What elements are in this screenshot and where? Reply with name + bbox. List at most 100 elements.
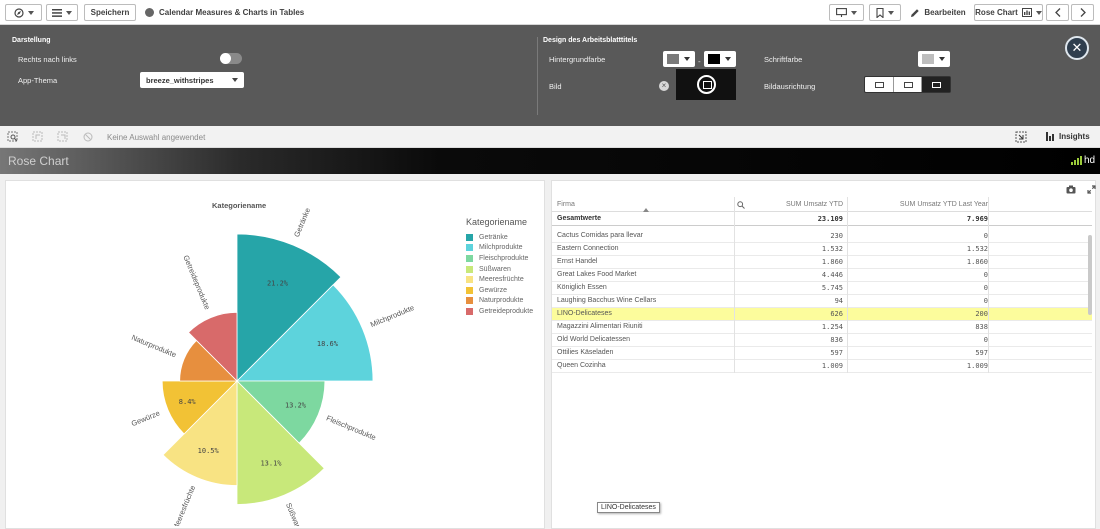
edit-button[interactable]: Bearbeiten	[905, 4, 971, 21]
table-cell: Great Lakes Food Market	[557, 271, 637, 278]
table-cell: 1.532	[821, 245, 843, 253]
table-row[interactable]: Great Lakes Food Market 4.446 0	[552, 269, 1092, 282]
table-cell: 1.860	[821, 258, 843, 266]
clear-image-icon[interactable]: ×	[659, 81, 669, 91]
column-divider[interactable]	[847, 197, 848, 373]
table-cell: 0	[983, 271, 988, 279]
rose-slice-1[interactable]	[236, 233, 342, 382]
legend-swatch	[466, 265, 473, 273]
table-cell: 0	[983, 336, 988, 344]
rose-slice-8[interactable]	[187, 311, 238, 382]
legend-item[interactable]: Süßwaren	[466, 264, 533, 275]
table-cell: 0	[983, 297, 988, 305]
table-cell: Magazzini Alimentari Riuniti	[557, 323, 643, 330]
legend-item[interactable]: Naturprodukte	[466, 296, 533, 307]
gradient-separator: -	[698, 57, 701, 66]
save-button[interactable]: Speichern	[84, 4, 136, 21]
legend-label: Süßwaren	[479, 265, 511, 273]
legend-item[interactable]: Getränke	[466, 232, 533, 243]
legend-item[interactable]: Getreideprodukte	[466, 306, 533, 317]
legend-item[interactable]: Meeresfrüchte	[466, 274, 533, 285]
snapshot-camera-icon[interactable]	[1066, 185, 1076, 195]
table-row[interactable]: Königlich Essen 5.745 0	[552, 282, 1092, 295]
sheet-thumbnail-icon	[1021, 8, 1032, 17]
rose-slice-5[interactable]	[162, 380, 238, 486]
slice-category-label: Fleischprodukte	[325, 413, 377, 442]
story-button[interactable]	[829, 4, 864, 21]
table-row[interactable]: Old World Delicatessen 836 0	[552, 334, 1092, 347]
close-panel-button[interactable]: ✕	[1065, 36, 1089, 60]
rose-slice-6[interactable]	[161, 380, 238, 435]
table-cell: Ottilies Käseladen	[557, 349, 614, 356]
rose-slice-3[interactable]	[236, 380, 326, 444]
table-row[interactable]: Laughing Bacchus Wine Cellars 94 0	[552, 295, 1092, 308]
align-left-icon	[875, 82, 884, 88]
smart-search-icon[interactable]	[7, 131, 19, 143]
expand-icon[interactable]	[1087, 185, 1097, 195]
app-theme-select[interactable]: breeze_withstripes	[140, 72, 244, 88]
background-color-picker[interactable]	[663, 51, 695, 67]
table-row[interactable]: Queen Cozinha 1.009 1.009	[552, 360, 1092, 373]
navigation-menu-button[interactable]	[5, 4, 42, 21]
slice-category-label: Meeresfrüchte	[171, 484, 198, 526]
sheet-selector-label: Rose Chart	[975, 8, 1018, 17]
slice-value-label: 13.2%	[285, 402, 307, 410]
align-center-button[interactable]	[894, 77, 923, 92]
legend-item[interactable]: Gewürze	[466, 285, 533, 296]
table-card[interactable]: Firma SUM Umsatz YTD SUM Umsatz YTD Last Y…	[551, 180, 1096, 529]
previous-sheet-button[interactable]	[1046, 4, 1069, 21]
table-row[interactable]: Cactus Comidas para llevar 230 0	[552, 230, 1092, 243]
table-row[interactable]: Eastern Connection 1.532 1.532	[552, 243, 1092, 256]
step-forward-icon[interactable]	[57, 131, 69, 143]
slice-category-label: Süßwaren	[284, 501, 305, 526]
table-row[interactable]: Ottilies Käseladen 597 597	[552, 347, 1092, 360]
rose-slice-4[interactable]	[236, 380, 325, 505]
legend-item[interactable]: Fleischprodukte	[466, 253, 533, 264]
slice-value-label: 21.2%	[267, 280, 289, 288]
logo: hd	[1071, 155, 1096, 166]
column-divider[interactable]	[988, 197, 989, 373]
insights-button[interactable]: Insights	[1046, 132, 1090, 141]
rose-chart-card[interactable]: Kategoriename 21.2% Getränke 18.6% Milchpro…	[5, 180, 545, 529]
legend-label: Gewürze	[479, 286, 508, 294]
table-cell: SUM Umsatz YTD Last Year	[899, 201, 988, 208]
table-cell: 626	[830, 310, 843, 318]
table-cell: 23.109	[817, 215, 843, 223]
logo-text: hd	[1084, 155, 1096, 166]
global-menu-button[interactable]	[46, 4, 78, 21]
legend-item[interactable]: Milchprodukte	[466, 243, 533, 254]
background-gradient-color-picker[interactable]	[704, 51, 736, 67]
table-cell: SUM Umsatz YTD	[785, 201, 843, 208]
legend-swatch	[466, 244, 473, 252]
rose-slice-2[interactable]	[236, 284, 374, 382]
align-left-button[interactable]	[865, 77, 894, 92]
rose-chart[interactable]: 21.2% Getränke 18.6% Milchprodukte 13.2% Flei…	[6, 181, 466, 526]
column-divider[interactable]	[734, 197, 735, 373]
image-alignment-label: Bildausrichtung	[764, 82, 816, 91]
table-cell: Eastern Connection	[557, 245, 619, 252]
properties-panel: Darstellung Rechts nach links App-Thema …	[0, 25, 1100, 126]
table-row[interactable]: Ernst Handel 1.860 1.860	[552, 256, 1092, 269]
search-icon[interactable]	[737, 201, 745, 209]
next-sheet-button[interactable]	[1071, 4, 1094, 21]
chevron-down-icon	[851, 10, 857, 15]
sheet-selector-button[interactable]: Rose Chart	[974, 4, 1043, 21]
sheet-title: Rose Chart	[8, 154, 69, 168]
font-color-picker[interactable]	[918, 51, 950, 67]
table-row[interactable]: Magazzini Alimentari Riuniti 1.254 838	[552, 321, 1092, 334]
clear-selections-icon[interactable]	[82, 131, 94, 143]
table-scrollbar[interactable]	[1088, 235, 1092, 315]
align-center-icon	[903, 82, 913, 88]
table-cell: 200	[975, 310, 988, 318]
align-right-button[interactable]	[922, 77, 951, 92]
bookmark-button[interactable]	[869, 4, 901, 21]
step-back-icon[interactable]	[32, 131, 44, 143]
selections-tool-icon[interactable]	[1015, 131, 1027, 143]
table-row[interactable]: LINO-Delicateses 626 200	[552, 308, 1092, 321]
legend-swatch	[466, 286, 473, 294]
table-cell: Gesamtwerte	[557, 215, 601, 222]
table-totals-row: Gesamtwerte 23.109 7.969	[552, 213, 1092, 226]
image-preview[interactable]	[676, 69, 736, 100]
rtl-toggle[interactable]	[220, 53, 242, 64]
table-cell: 1.009	[966, 362, 988, 370]
